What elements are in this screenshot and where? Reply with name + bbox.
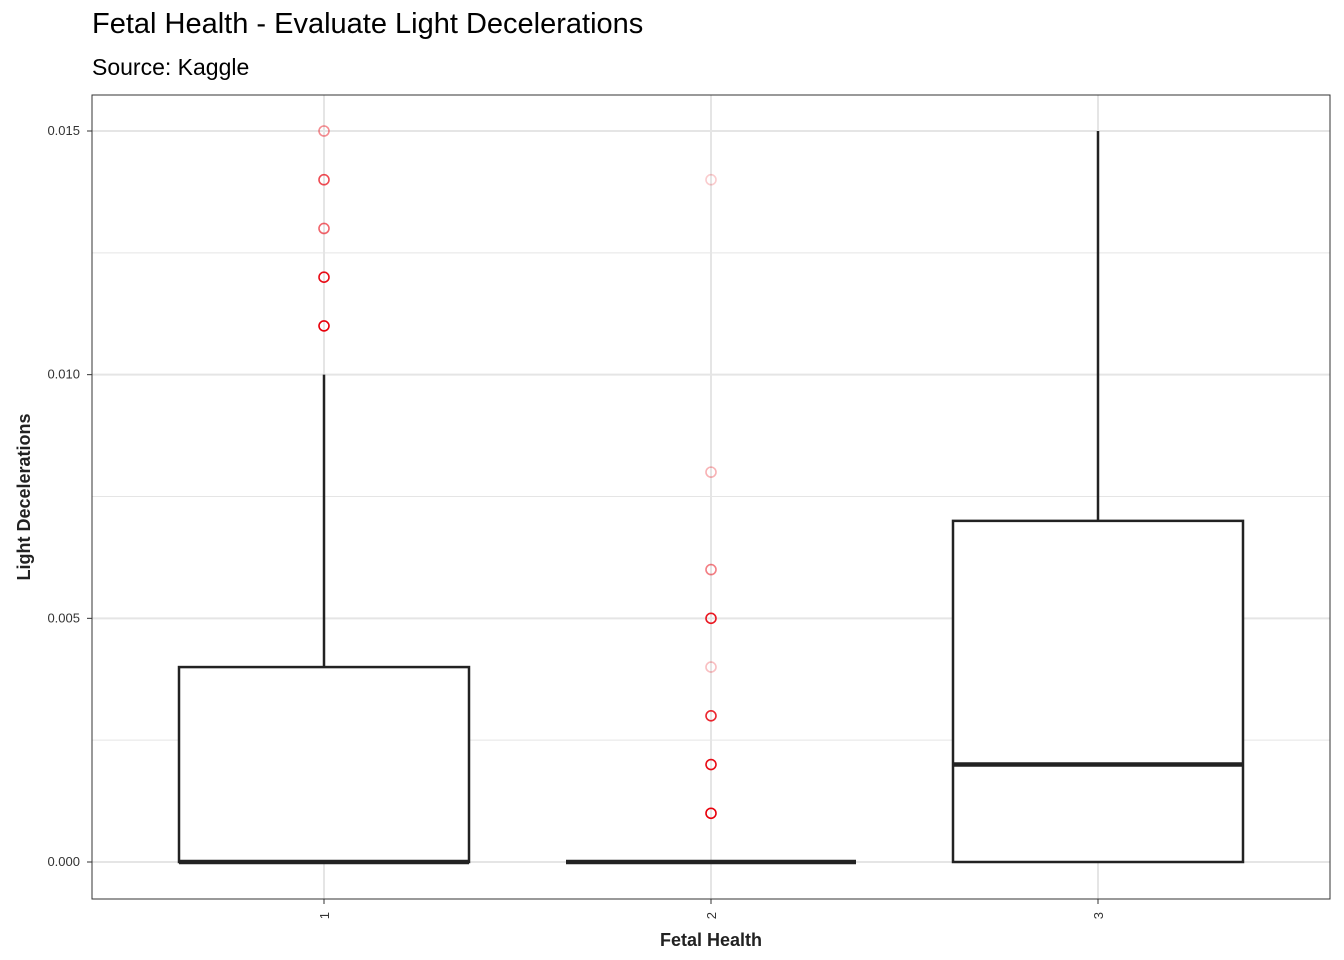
x-tick-label: 3 bbox=[1091, 912, 1106, 919]
x-tick-label: 1 bbox=[317, 912, 332, 919]
box bbox=[177, 665, 471, 864]
x-tick-label: 2 bbox=[704, 912, 719, 919]
outlier-point bbox=[318, 173, 330, 186]
outlier-point bbox=[705, 661, 717, 673]
y-tick-label: 0.000 bbox=[47, 854, 80, 869]
outlier-point bbox=[705, 563, 717, 576]
outlier-point bbox=[705, 709, 717, 722]
y-axis-title: Light Decelerations bbox=[14, 413, 34, 580]
x-axis-title: Fetal Health bbox=[660, 930, 762, 950]
y-tick-label: 0.015 bbox=[47, 123, 80, 138]
y-tick-label: 0.010 bbox=[47, 367, 80, 382]
outlier-point bbox=[318, 125, 330, 137]
outlier-point bbox=[318, 222, 330, 235]
y-tick-label: 0.005 bbox=[47, 610, 80, 625]
chart-title: Fetal Health - Evaluate Light Decelerati… bbox=[92, 8, 644, 40]
box bbox=[951, 519, 1245, 864]
axes: 0.000 0.005 0.010 0.015 1 2 3 bbox=[47, 123, 1106, 919]
outlier-point bbox=[705, 612, 717, 625]
outlier-point bbox=[318, 320, 330, 332]
outlier-point bbox=[705, 758, 717, 771]
outlier-point bbox=[318, 271, 330, 284]
boxplot-marks bbox=[177, 125, 1245, 865]
outlier-point bbox=[705, 807, 717, 820]
outlier-point bbox=[705, 173, 717, 186]
outlier-point bbox=[705, 466, 717, 478]
chart-subtitle: Source: Kaggle bbox=[92, 54, 250, 80]
